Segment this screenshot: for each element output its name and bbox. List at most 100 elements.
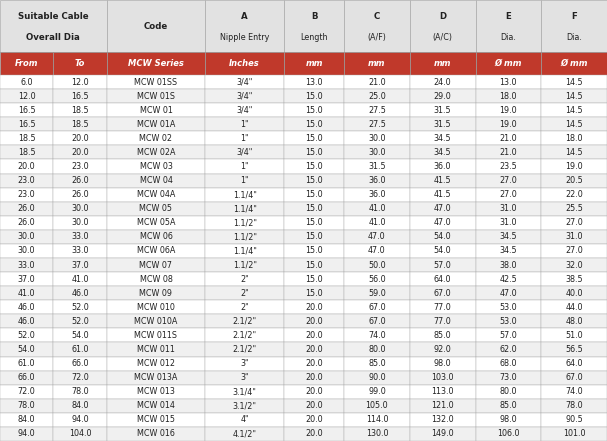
Text: 67.0: 67.0 (368, 303, 385, 312)
Bar (0, 286, 53, 300)
Bar (344, 216, 410, 230)
Bar (344, 314, 410, 329)
Bar (205, 75, 284, 89)
Bar (475, 131, 541, 146)
Text: MCW 016: MCW 016 (137, 430, 175, 438)
Bar (205, 370, 284, 385)
Text: 66.0: 66.0 (18, 373, 35, 382)
Text: 3/4": 3/4" (237, 148, 253, 157)
Bar (53, 399, 107, 413)
Text: 62.0: 62.0 (500, 345, 517, 354)
Bar (344, 370, 410, 385)
Bar (344, 52, 410, 75)
Bar (0, 399, 53, 413)
Text: MCW 01: MCW 01 (140, 106, 172, 115)
Text: 2": 2" (240, 275, 249, 284)
Bar (107, 427, 205, 441)
Bar (205, 52, 284, 75)
Bar (410, 146, 475, 160)
Text: (A/F): (A/F) (367, 33, 386, 42)
Bar (205, 272, 284, 286)
Text: 101.0: 101.0 (563, 430, 585, 438)
Text: 130.0: 130.0 (365, 430, 388, 438)
Bar (284, 385, 344, 399)
Bar (475, 230, 541, 244)
Text: 15.0: 15.0 (305, 106, 323, 115)
Text: 67.0: 67.0 (565, 373, 583, 382)
Text: Ø mm: Ø mm (495, 59, 522, 68)
Text: 2.1/2": 2.1/2" (232, 345, 257, 354)
Bar (410, 52, 475, 75)
Bar (53, 187, 107, 202)
Text: 38.5: 38.5 (565, 275, 583, 284)
Text: 15.0: 15.0 (305, 176, 323, 185)
Text: 94.0: 94.0 (71, 415, 89, 424)
Bar (475, 146, 541, 160)
Text: 85.0: 85.0 (434, 331, 452, 340)
Bar (0, 230, 53, 244)
Text: 85.0: 85.0 (500, 401, 517, 410)
Text: 84.0: 84.0 (18, 415, 35, 424)
Text: 2": 2" (240, 303, 249, 312)
Bar (284, 399, 344, 413)
Bar (410, 370, 475, 385)
Text: 26.0: 26.0 (18, 218, 35, 227)
Bar (344, 89, 410, 103)
Bar (475, 427, 541, 441)
Bar (205, 216, 284, 230)
Text: 34.5: 34.5 (500, 232, 517, 241)
Bar (541, 314, 607, 329)
Text: 15.0: 15.0 (305, 275, 323, 284)
Text: 22.0: 22.0 (565, 190, 583, 199)
Bar (541, 103, 607, 117)
Text: Overall Dia: Overall Dia (27, 33, 80, 42)
Text: 27.0: 27.0 (565, 247, 583, 255)
Text: 47.0: 47.0 (368, 232, 385, 241)
Bar (205, 300, 284, 314)
Bar (475, 329, 541, 343)
Bar (53, 329, 107, 343)
Text: 64.0: 64.0 (565, 359, 583, 368)
Bar (284, 413, 344, 427)
Text: 19.0: 19.0 (500, 106, 517, 115)
Text: 54.0: 54.0 (71, 331, 89, 340)
Bar (344, 272, 410, 286)
Text: 18.5: 18.5 (18, 134, 35, 143)
Text: 23.5: 23.5 (500, 162, 517, 171)
Text: 1": 1" (240, 120, 249, 129)
Bar (541, 258, 607, 272)
Text: 40.0: 40.0 (565, 289, 583, 298)
Bar (541, 399, 607, 413)
Text: 105.0: 105.0 (365, 401, 388, 410)
Bar (107, 272, 205, 286)
Text: 26.0: 26.0 (18, 204, 35, 213)
Text: 15.0: 15.0 (305, 92, 323, 101)
Bar (107, 75, 205, 89)
Text: 1.1/4": 1.1/4" (232, 190, 257, 199)
Text: 149.0: 149.0 (432, 430, 454, 438)
Bar (0, 117, 53, 131)
Bar (410, 286, 475, 300)
Text: MCW 02: MCW 02 (140, 134, 172, 143)
Bar (410, 0, 475, 52)
Bar (475, 117, 541, 131)
Text: 12.0: 12.0 (18, 92, 35, 101)
Bar (205, 385, 284, 399)
Text: 34.5: 34.5 (434, 148, 452, 157)
Text: B: B (311, 12, 317, 21)
Bar (53, 216, 107, 230)
Text: 27.5: 27.5 (368, 106, 386, 115)
Bar (475, 258, 541, 272)
Text: 20.0: 20.0 (305, 303, 323, 312)
Bar (205, 399, 284, 413)
Bar (541, 286, 607, 300)
Bar (0, 75, 53, 89)
Text: 18.0: 18.0 (565, 134, 583, 143)
Bar (53, 343, 107, 356)
Text: 31.0: 31.0 (500, 218, 517, 227)
Text: 121.0: 121.0 (432, 401, 454, 410)
Text: 20.0: 20.0 (71, 134, 89, 143)
Text: 14.5: 14.5 (565, 120, 583, 129)
Text: 57.0: 57.0 (434, 261, 452, 269)
Bar (53, 286, 107, 300)
